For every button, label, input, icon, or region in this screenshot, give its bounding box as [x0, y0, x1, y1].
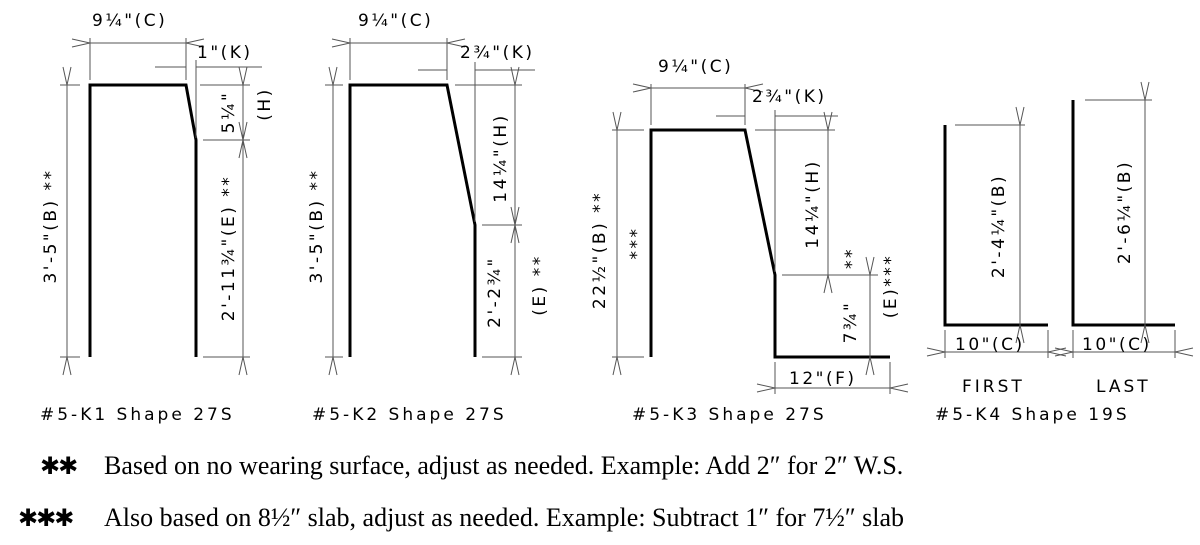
- label-f: 12"(F): [789, 369, 857, 389]
- footnote-2-text: Also based on 8½″ slab, adjust as needed…: [104, 503, 905, 532]
- label-e: 2'-2¾": [485, 256, 505, 328]
- label-b-first: 2'-4¼"(B): [989, 174, 1009, 278]
- shape-k1: 9¼"(C) 1"(K) 5¼" (H) 2'-11¾"(E) ** 3'-5"…: [40, 11, 275, 425]
- label-k: 2¾"(K): [460, 43, 535, 63]
- bar-k2: [348, 83, 477, 357]
- label-c-first: 10"(C): [955, 335, 1025, 355]
- label-e: 2'-11¾"(E) **: [219, 175, 239, 321]
- label-h-tag: (H): [255, 87, 275, 121]
- label-h-note: **: [842, 247, 862, 269]
- label-h: 14¼"(H): [803, 159, 823, 248]
- label-h: 14¼"(H): [491, 113, 511, 202]
- label-e: 7¾": [841, 301, 861, 344]
- label-c-last: 10"(C): [1082, 335, 1152, 355]
- label-c: 9¼"(C): [92, 11, 167, 31]
- label-h: 5¼": [219, 91, 239, 134]
- shape-k3: 9¼"(C) 2¾"(K) 14¼"(H) ** 7¾" (E)*** 22½"…: [590, 57, 901, 425]
- caption-k2: #5-K2 Shape 27S: [312, 405, 507, 425]
- label-first: FIRST: [962, 377, 1025, 397]
- bar-k3: [649, 128, 890, 359]
- bar-k1: [88, 83, 198, 357]
- label-c: 9¼"(C): [658, 57, 733, 77]
- label-b-last: 2'-6¼"(B): [1115, 160, 1135, 264]
- footnote-1-text: Based on no wearing surface, adjust as n…: [104, 451, 904, 480]
- label-b: 22½"(B) **: [590, 191, 610, 309]
- label-k: 2¾"(K): [752, 87, 827, 107]
- label-b: 3'-5"(B) **: [307, 168, 327, 283]
- bar-k4-first: [943, 125, 1048, 327]
- caption-k3: #5-K3 Shape 27S: [632, 405, 827, 425]
- label-c: 9¼"(C): [358, 11, 433, 31]
- footnote-2-marker: ✱✱✱: [18, 504, 74, 532]
- label-b: 3'-5"(B) **: [41, 168, 61, 283]
- label-last: LAST: [1096, 377, 1151, 397]
- caption-k1: #5-K1 Shape 27S: [40, 405, 235, 425]
- label-k: 1"(K): [197, 43, 253, 63]
- shape-k4: 2'-4¼"(B) 10"(C) FIRST 2'-6¼"(B) 10"(C) …: [935, 100, 1175, 425]
- label-e-tag: (E) **: [530, 254, 550, 315]
- label-e-tag: (E)***: [881, 254, 901, 319]
- footnote-1-marker: ✱✱: [40, 452, 78, 480]
- label-b-note: ***: [627, 227, 647, 260]
- caption-k4: #5-K4 Shape 19S: [935, 405, 1130, 425]
- shape-k2: 9¼"(C) 2¾"(K) 14¼"(H) 2'-2¾" (E) ** 3'-5…: [307, 11, 550, 425]
